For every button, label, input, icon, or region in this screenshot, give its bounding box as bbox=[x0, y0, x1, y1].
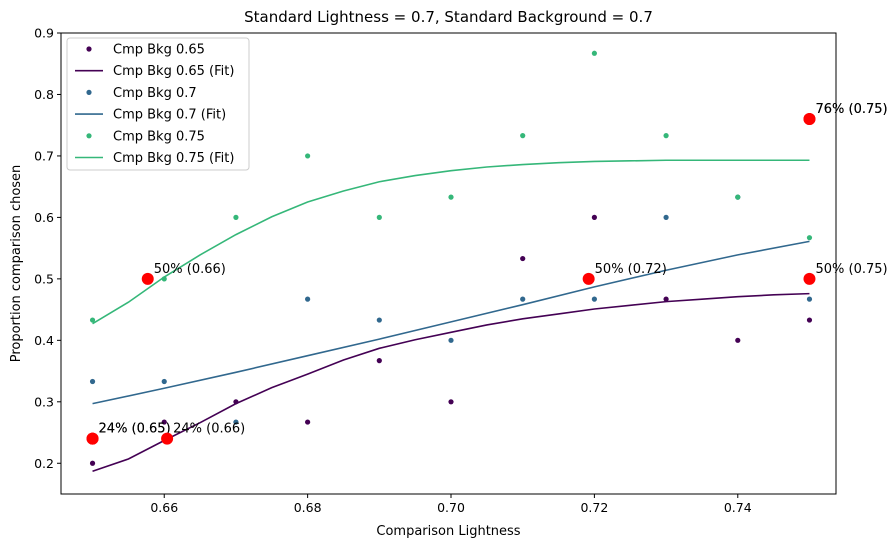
annotation-label: 50% (0.72) bbox=[595, 262, 667, 277]
y-tick-label: 0.7 bbox=[34, 148, 54, 163]
legend-label: Cmp Bkg 0.75 bbox=[113, 129, 205, 144]
legend-marker-series-2 bbox=[86, 89, 92, 95]
data-point-series-2 bbox=[520, 296, 526, 302]
data-point-series-3 bbox=[735, 194, 741, 200]
data-point-series-1 bbox=[663, 296, 669, 302]
y-tick-label: 0.2 bbox=[34, 456, 54, 471]
data-point-series-1 bbox=[520, 255, 526, 262]
data-point-series-1 bbox=[591, 214, 597, 220]
annotation-label: 50% (0.66) bbox=[154, 262, 226, 277]
legend: Cmp Bkg 0.65 Cmp Bkg 0.65 (Fit) Cmp Bkg 0.… bbox=[66, 37, 250, 171]
data-points bbox=[89, 50, 813, 466]
data-point-series-1 bbox=[161, 419, 167, 425]
data-point-series-3 bbox=[376, 214, 382, 220]
data-point-series-1 bbox=[305, 419, 311, 425]
data-point-series-1 bbox=[448, 399, 454, 405]
plot-area bbox=[60, 32, 837, 495]
data-point-series-2 bbox=[448, 337, 454, 343]
y-tick-label: 0.3 bbox=[34, 394, 54, 409]
legend-label: Cmp Bkg 0.65 (Fit) bbox=[113, 64, 234, 79]
data-point-series-2 bbox=[663, 214, 669, 220]
x-tick-label: 0.68 bbox=[294, 500, 322, 515]
data-point-series-3 bbox=[806, 235, 813, 241]
data-point-series-3 bbox=[161, 276, 167, 282]
annotation-label: 24% (0.66) bbox=[173, 422, 245, 437]
data-point-series-2 bbox=[806, 296, 813, 302]
legend-label: Cmp Bkg 0.7 (Fit) bbox=[113, 108, 226, 123]
axes-ticks: 0.66 0.68 0.70 0.72 0.74 0.2 0.3 0.4 0.5 0.6 0.7 0.… bbox=[34, 26, 752, 516]
y-tick-label: 0.5 bbox=[34, 271, 54, 286]
data-point-series-1 bbox=[376, 358, 382, 364]
y-axis-title: Proportion comparison chosen bbox=[9, 165, 24, 363]
annotation-marker bbox=[161, 432, 174, 445]
legend-label: Cmp Bkg 0.75 (Fit) bbox=[113, 151, 234, 166]
data-point-series-3 bbox=[233, 214, 239, 220]
fit-line-series-2 bbox=[92, 240, 810, 405]
data-point-series-2 bbox=[305, 296, 311, 302]
chart-title: Standard Lightness = 0.7, Standard Backg… bbox=[244, 8, 653, 26]
data-point-series-3 bbox=[448, 194, 454, 200]
annotation-marker bbox=[86, 432, 99, 445]
fit-line-series-1 bbox=[92, 292, 810, 473]
annotation-label: 24% (0.65) bbox=[99, 422, 171, 437]
data-point-series-3 bbox=[305, 153, 311, 159]
fit-line-series-3 bbox=[92, 159, 810, 325]
data-point-series-3 bbox=[89, 317, 96, 323]
annotation-marker bbox=[141, 272, 154, 285]
data-point-series-1 bbox=[735, 337, 741, 343]
data-point-series-2 bbox=[233, 419, 239, 425]
x-tick-label: 0.72 bbox=[580, 500, 608, 515]
y-tick-label: 0.6 bbox=[34, 210, 54, 225]
data-point-series-2 bbox=[591, 296, 597, 302]
x-tick-label: 0.74 bbox=[724, 500, 752, 515]
fit-lines bbox=[92, 159, 810, 473]
data-point-series-3 bbox=[663, 133, 669, 139]
annotation-label: 24% (0.65) bbox=[99, 422, 171, 437]
annotation-marker bbox=[803, 272, 816, 285]
y-tick-label: 0.4 bbox=[34, 333, 54, 348]
data-point-series-2 bbox=[161, 378, 167, 385]
data-point-series-3 bbox=[520, 133, 526, 139]
x-tick-label: 0.66 bbox=[150, 500, 178, 515]
data-point-series-2 bbox=[89, 378, 96, 385]
legend-label: Cmp Bkg 0.7 bbox=[113, 86, 197, 101]
data-point-series-1 bbox=[233, 399, 239, 405]
data-point-series-1 bbox=[806, 317, 813, 323]
data-point-series-1 bbox=[89, 460, 96, 466]
x-tick-label: 0.70 bbox=[437, 500, 465, 515]
legend-marker-series-1 bbox=[86, 46, 92, 52]
data-point-series-3 bbox=[591, 50, 597, 56]
annotation-label: 76% (0.75) bbox=[815, 102, 887, 117]
annotation-label: 50% (0.75) bbox=[815, 262, 887, 277]
y-tick-label: 0.8 bbox=[34, 87, 54, 102]
data-point-series-2 bbox=[376, 317, 382, 323]
annotation-label: 76% (0.75) bbox=[815, 102, 887, 117]
y-tick-label: 0.9 bbox=[34, 26, 54, 41]
x-axis-title: Comparison Lightness bbox=[376, 524, 520, 539]
annotation-marker bbox=[803, 113, 816, 126]
annotations: 24% (0.65)24% (0.65) 24% (0.66)50% (0.66)… bbox=[86, 102, 888, 445]
legend-label: Cmp Bkg 0.65 bbox=[113, 43, 205, 58]
annotation-marker bbox=[582, 272, 595, 285]
legend-box bbox=[66, 37, 250, 171]
legend-marker-series-3 bbox=[86, 133, 92, 139]
